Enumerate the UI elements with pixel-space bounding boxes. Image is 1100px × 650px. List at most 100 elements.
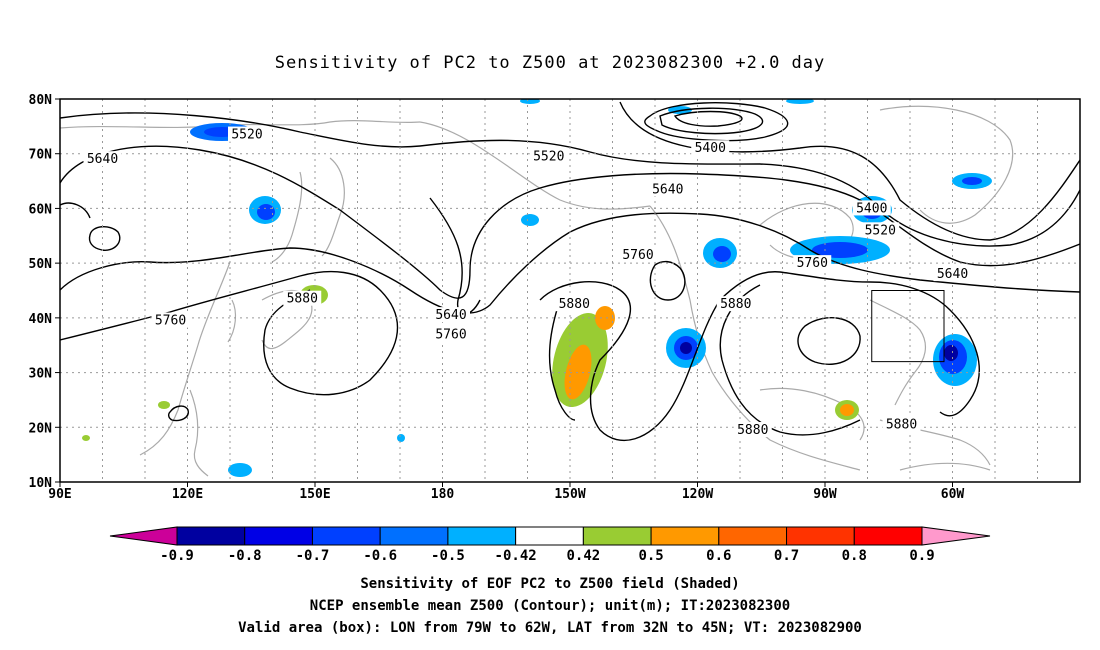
lon-tick-label: 120E <box>172 487 203 502</box>
coast-siberia-east <box>321 157 345 257</box>
colorbar-label: -0.9 <box>160 548 194 564</box>
coast-kamchatka <box>271 171 303 263</box>
colorbar-swatch <box>244 526 313 546</box>
lat-tick-label: 20N <box>29 421 53 436</box>
colorbar-label: 0.5 <box>638 548 663 564</box>
contour-label-bg <box>432 326 470 342</box>
lat-tick-label: 40N <box>29 312 53 327</box>
contour-label: 5760 <box>435 327 466 342</box>
contour-label: 5760 <box>622 248 653 263</box>
coast-philippines <box>189 389 209 477</box>
colorbar-label: -0.8 <box>228 548 262 564</box>
contour-labels: 5520 5640 5520 5400 5640 5400 5520 5760 5760 5640… <box>83 126 972 438</box>
contour-label: 5640 <box>87 152 118 167</box>
contour-label-bg <box>933 266 972 282</box>
lon-tick-label: 150E <box>299 487 330 502</box>
colorbar-swatch <box>379 526 449 546</box>
contour-label-bg <box>432 307 470 323</box>
lat-lon-grid <box>60 99 1080 482</box>
contour-5880-asia <box>60 271 399 396</box>
coast-na-east <box>869 299 927 406</box>
colorbar-label: -0.7 <box>296 548 330 564</box>
colorbar-swatch <box>582 526 652 546</box>
coast-na-west <box>649 205 861 471</box>
contour-label-bg <box>83 151 122 167</box>
colorbar-swatch <box>853 526 923 546</box>
colorbar-label: 0.7 <box>774 548 799 564</box>
contour-label-bg <box>555 296 594 312</box>
footer-line-1: Sensitivity of EOF PC2 to Z500 field (Sh… <box>360 576 739 592</box>
lat-tick-label: 10N <box>29 476 53 491</box>
contour-label-bg <box>529 148 568 164</box>
contour-label: 5880 <box>559 297 590 312</box>
contour-5760-north <box>60 212 1080 314</box>
contour-label: 5640 <box>937 267 968 282</box>
contour-5760-bc <box>649 260 686 301</box>
contour-label-bg <box>716 296 755 312</box>
contour-label: 5760 <box>155 314 186 329</box>
colorbar-swatch <box>786 526 855 546</box>
contour-label-bg <box>691 140 730 156</box>
contour-5640-west <box>88 226 121 251</box>
colorbar-swatch <box>515 526 584 546</box>
footer-line-2: NCEP ensemble mean Z500 (Contour); unit(… <box>310 598 790 614</box>
lon-tick-label: 90E <box>48 487 71 502</box>
lon-tick-label: 120W <box>682 487 713 502</box>
lon-tick-label: 150W <box>554 487 585 502</box>
contour-label-bg <box>648 181 687 197</box>
contour-label-bg <box>228 126 266 142</box>
colorbar-label: -0.5 <box>431 548 465 564</box>
colorbar-swatch <box>176 526 246 546</box>
valid-area-box <box>871 290 945 363</box>
contour-5880-high <box>797 317 861 365</box>
colorbar-label: 0.42 <box>567 548 601 564</box>
coast-asia-north <box>60 120 421 129</box>
lat-tick-label: 30N <box>29 367 53 382</box>
contour-5640 <box>60 145 1080 299</box>
contour-label: 5400 <box>695 141 726 156</box>
contour-label: 5520 <box>533 149 564 164</box>
contour-label: 5520 <box>231 128 262 143</box>
contour-label-bg <box>793 255 832 271</box>
lon-tick-label: 90W <box>813 487 837 502</box>
coast-korea <box>227 299 237 343</box>
contour-label: 5640 <box>652 182 683 197</box>
footer: Sensitivity of EOF PC2 to Z500 field (Sh… <box>238 576 862 636</box>
colorbar-low-triangle <box>109 526 178 546</box>
contour-label: 5520 <box>865 223 896 238</box>
colorbar-label: 0.6 <box>706 548 731 564</box>
colorbar-label: -0.42 <box>495 548 537 564</box>
figure-title: Sensitivity of PC2 to Z500 at 2023082300… <box>275 53 826 73</box>
contour-label-bg <box>852 200 891 216</box>
contour-label-bg <box>861 222 900 238</box>
coast-greenland <box>879 105 1014 224</box>
lon-tick-label: 180 <box>431 487 455 502</box>
contour-label-bg <box>283 290 322 306</box>
latitude-ticks: 80N 70N 60N 50N 40N 30N 20N 10N <box>29 93 60 491</box>
lat-tick-label: 50N <box>29 257 53 272</box>
lon-tick-label: 60W <box>941 487 965 502</box>
contour-5520 <box>60 112 1080 247</box>
contour-label: 5880 <box>737 423 768 438</box>
colorbar-swatch <box>447 526 517 546</box>
coast-japan <box>261 290 313 350</box>
contour-label: 5880 <box>886 418 917 433</box>
contour-label-bg <box>733 422 772 438</box>
colorbar-label: 0.9 <box>909 548 934 564</box>
contour-label: 5400 <box>856 201 887 216</box>
contour-label-bg <box>151 312 190 328</box>
coast-south-america <box>899 462 991 471</box>
contour-label: 5640 <box>435 308 466 323</box>
contour-label: 5880 <box>287 292 318 307</box>
colorbar-swatch <box>650 526 720 546</box>
contour-label-bg <box>619 246 657 262</box>
colorbar-swatch <box>718 526 788 546</box>
contour-label: 5880 <box>720 297 751 312</box>
colorbar-swatch <box>311 526 381 546</box>
colorbar-label: 0.8 <box>842 548 867 564</box>
colorbar: -0.9 -0.8 -0.7 -0.6 -0.5 -0.42 0.42 0.5 0.6 0.7 0.… <box>109 526 991 564</box>
contour-label: 5760 <box>797 256 828 271</box>
colorbar-high-triangle <box>921 526 991 546</box>
lat-tick-label: 70N <box>29 148 53 163</box>
